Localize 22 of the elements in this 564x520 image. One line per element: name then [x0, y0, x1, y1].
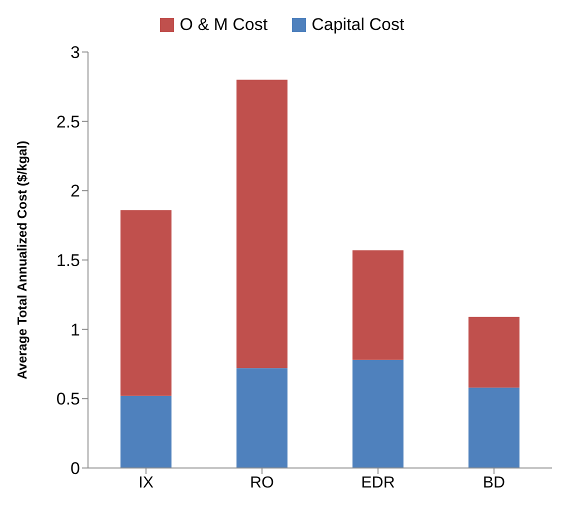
y-tick-label: 3 — [70, 43, 80, 62]
x-tick-label: BD — [482, 474, 506, 492]
bar — [236, 80, 288, 368]
bar — [352, 360, 404, 468]
bar — [468, 388, 520, 468]
y-tick-label: 2.5 — [56, 112, 80, 132]
legend-label: Capital Cost — [312, 15, 404, 35]
bar — [468, 316, 520, 388]
bar — [120, 210, 172, 396]
bar — [120, 396, 172, 468]
x-tick-label: EDR — [361, 474, 395, 492]
y-tick-label: 1.5 — [56, 251, 80, 270]
y-axis-title: Average Total Annualized Cost ($/kgal) — [14, 140, 30, 380]
x-tick-label: RO — [250, 474, 274, 492]
y-tick-label: 0 — [70, 459, 80, 478]
bar — [236, 368, 288, 468]
y-tick-label: 2 — [70, 182, 80, 201]
legend-label: O & M Cost — [180, 15, 268, 35]
bar — [352, 250, 404, 360]
y-tick-label: 1 — [70, 320, 80, 340]
y-tick-label: 0.5 — [56, 390, 80, 409]
x-tick-label: IX — [138, 474, 154, 492]
